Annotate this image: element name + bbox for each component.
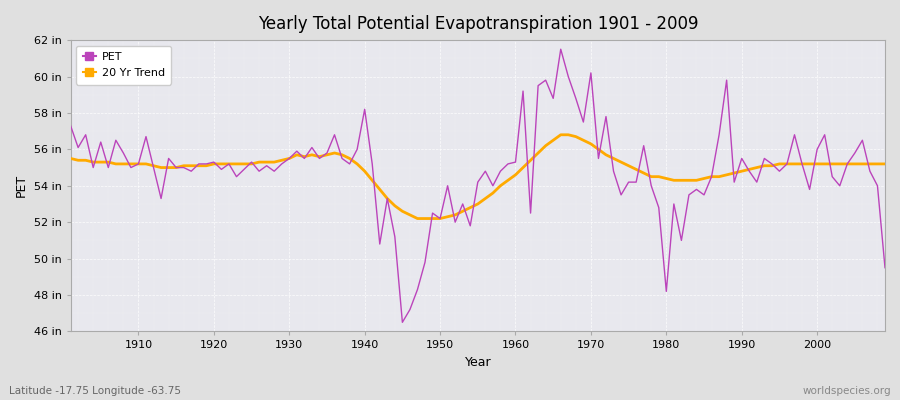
Title: Yearly Total Potential Evapotranspiration 1901 - 2009: Yearly Total Potential Evapotranspiratio… xyxy=(257,15,698,33)
Text: worldspecies.org: worldspecies.org xyxy=(803,386,891,396)
X-axis label: Year: Year xyxy=(464,356,491,369)
Text: Latitude -17.75 Longitude -63.75: Latitude -17.75 Longitude -63.75 xyxy=(9,386,181,396)
Legend: PET, 20 Yr Trend: PET, 20 Yr Trend xyxy=(76,46,172,84)
Y-axis label: PET: PET xyxy=(15,174,28,197)
